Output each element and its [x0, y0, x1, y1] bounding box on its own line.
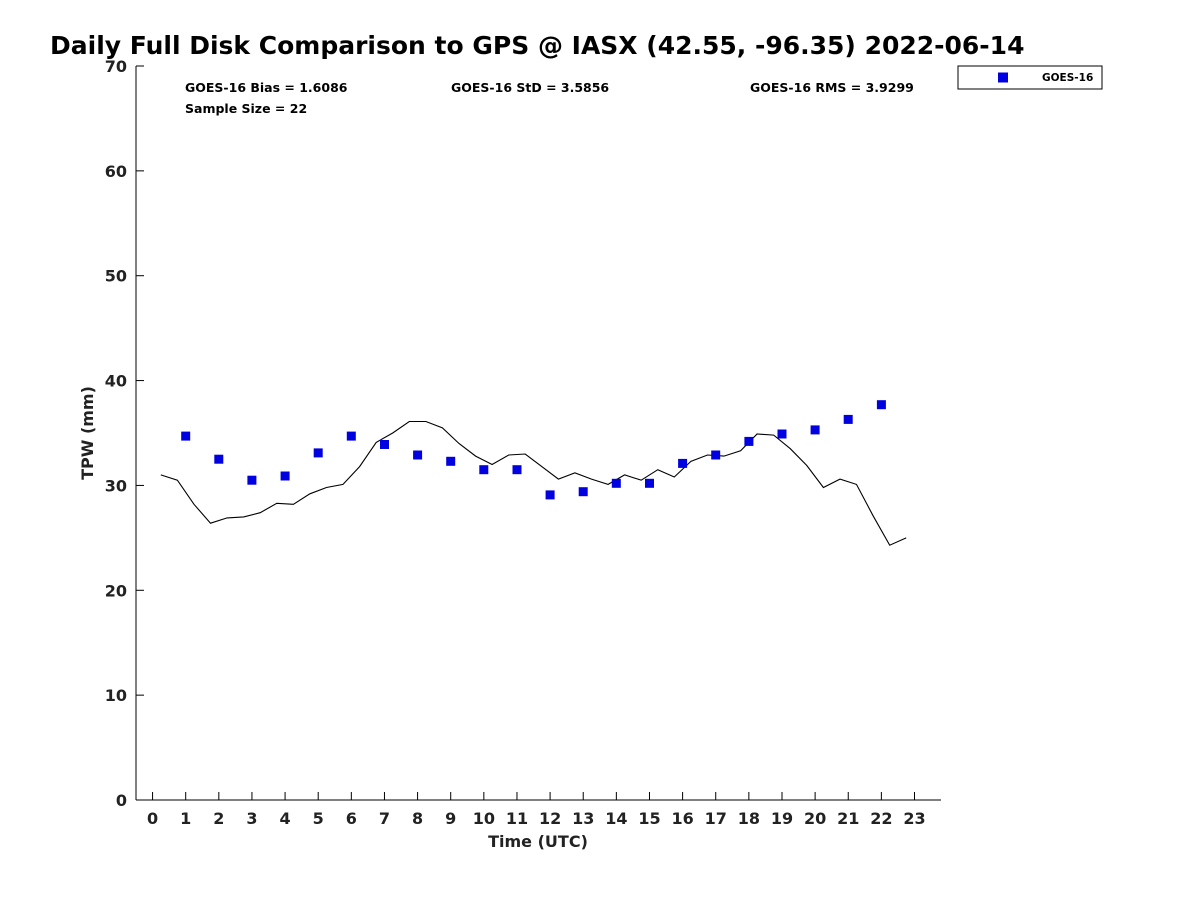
goes16-data-point [446, 456, 456, 466]
x-tick-label: 16 [671, 809, 693, 828]
x-tick-label: 3 [246, 809, 257, 828]
x-tick-label: 22 [870, 809, 892, 828]
rms-stat: GOES-16 RMS = 3.9299 [750, 80, 914, 95]
goes16-data-point [413, 450, 423, 460]
y-tick-label: 60 [105, 162, 127, 181]
x-tick-label: 21 [837, 809, 859, 828]
y-tick-label: 10 [105, 686, 127, 705]
x-tick-label: 20 [804, 809, 826, 828]
y-tick-label: 0 [116, 791, 127, 810]
goes16-data-point [678, 458, 688, 468]
x-tick-label: 11 [506, 809, 528, 828]
x-tick-label: 18 [738, 809, 760, 828]
goes16-data-point [380, 440, 389, 449]
legend-label: GOES-16 [1042, 72, 1093, 84]
x-tick-label: 9 [445, 809, 456, 828]
goes16-data-point [247, 475, 257, 485]
goes16-data-point [645, 478, 654, 488]
goes16-data-point [711, 450, 721, 460]
goes16-data-point [843, 414, 853, 424]
y-tick-label: 50 [105, 267, 127, 286]
x-tick-label: 10 [473, 809, 495, 828]
y-tick-label: 40 [105, 372, 127, 391]
goes16-data-point [214, 454, 224, 464]
x-tick-label: 1 [180, 809, 191, 828]
goes16-data-point [280, 471, 290, 481]
x-tick-label: 6 [346, 809, 357, 828]
x-tick-label: 15 [638, 809, 660, 828]
x-tick-label: 17 [705, 809, 727, 828]
x-tick-label: 0 [147, 809, 158, 828]
y-tick-label: 30 [105, 476, 127, 495]
y-axis-label: TPW (mm) [78, 386, 97, 480]
x-tick-label: 4 [280, 809, 291, 828]
x-tick-label: 13 [572, 809, 594, 828]
sample-size-stat: Sample Size = 22 [185, 101, 307, 116]
legend-box [957, 65, 1103, 90]
goes16-data-point [545, 490, 555, 500]
goes16-data-point [611, 478, 621, 488]
goes16-data-point [810, 425, 820, 435]
x-tick-label: 7 [379, 809, 390, 828]
std-stat: GOES-16 StD = 3.5856 [451, 80, 609, 95]
y-tick-label: 70 [105, 57, 127, 76]
x-axis-label: Time (UTC) [488, 832, 588, 851]
goes16-data-point [777, 429, 787, 439]
x-tick-label: 19 [771, 809, 793, 828]
x-tick-label: 5 [313, 809, 324, 828]
x-tick-label: 23 [903, 809, 925, 828]
goes16-data-point [313, 448, 323, 458]
goes16-data-point [181, 431, 191, 441]
x-tick-label: 14 [605, 809, 627, 828]
goes16-data-point [346, 431, 356, 441]
gps-line-layer [160, 420, 907, 546]
legend-marker-square [998, 72, 1008, 83]
goes16-points-layer [181, 400, 886, 500]
goes16-data-point [744, 436, 754, 446]
bias-stat: GOES-16 Bias = 1.6086 [185, 80, 348, 95]
goes16-data-point [479, 465, 489, 475]
x-tick-label: 2 [213, 809, 224, 828]
goes16-data-point [578, 487, 588, 497]
x-tick-label: 12 [539, 809, 561, 828]
y-tick-label: 20 [105, 581, 127, 600]
x-tick-label: 8 [412, 809, 423, 828]
goes16-data-point [512, 465, 522, 475]
chart-title: Daily Full Disk Comparison to GPS @ IASX… [50, 31, 1024, 60]
gps-tpw-line [160, 420, 907, 546]
goes16-data-point [876, 400, 886, 410]
legend: GOES-16 [957, 65, 1103, 90]
